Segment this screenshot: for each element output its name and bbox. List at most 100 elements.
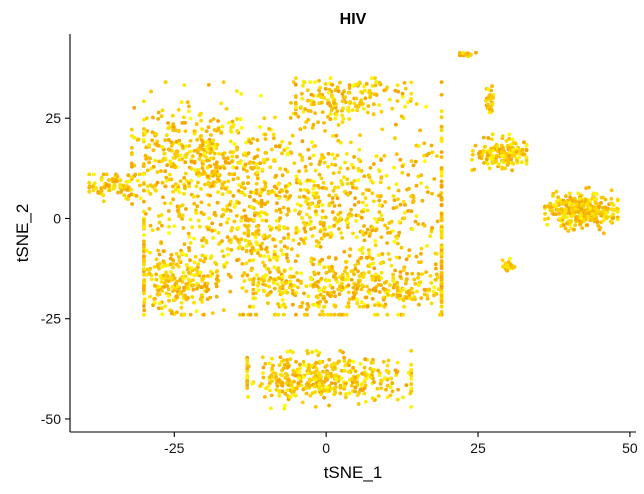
data-point [255, 176, 260, 181]
data-point [171, 261, 175, 266]
data-point [107, 178, 111, 182]
data-point [142, 182, 146, 186]
data-point [377, 198, 382, 203]
data-point [316, 195, 321, 200]
data-point [237, 201, 241, 205]
data-point [206, 227, 211, 232]
data-point [439, 271, 444, 276]
data-point [242, 151, 247, 156]
data-point [379, 213, 384, 218]
data-point [351, 365, 355, 370]
data-point [167, 209, 171, 213]
data-point [306, 147, 311, 152]
data-point [260, 167, 265, 172]
data-point [145, 168, 150, 173]
data-point [377, 210, 382, 215]
data-point [202, 312, 206, 317]
x-tick-label: 0 [322, 440, 330, 456]
data-point [439, 217, 444, 221]
data-point [393, 136, 397, 141]
data-point [434, 277, 438, 282]
data-point [332, 312, 337, 317]
data-point [303, 164, 308, 169]
data-point [271, 237, 275, 242]
data-point [439, 139, 444, 144]
data-point [273, 312, 278, 317]
data-point [142, 258, 146, 262]
data-point [181, 276, 186, 280]
data-point [360, 300, 364, 305]
data-point [273, 244, 278, 249]
data-point [220, 192, 225, 197]
data-point [395, 236, 399, 241]
data-point [147, 143, 152, 148]
data-point [323, 82, 328, 86]
data-point [564, 203, 569, 208]
data-point [327, 269, 332, 273]
data-point [317, 162, 322, 167]
data-point [251, 291, 256, 296]
data-point [371, 112, 376, 117]
data-point [195, 137, 200, 142]
data-point [411, 199, 416, 204]
data-point [154, 277, 159, 282]
data-point [251, 160, 256, 165]
data-point [280, 139, 284, 144]
data-point [399, 114, 404, 119]
data-point [235, 117, 240, 121]
data-point [361, 200, 365, 205]
data-point [152, 187, 157, 191]
data-point [413, 297, 417, 302]
data-point [129, 152, 134, 157]
data-point [189, 159, 194, 164]
data-point [312, 257, 316, 262]
data-point [363, 96, 368, 101]
data-point [173, 152, 178, 157]
data-point [426, 151, 431, 156]
data-point [322, 160, 327, 165]
data-point [489, 88, 494, 93]
data-point [127, 194, 131, 198]
data-point [224, 261, 229, 265]
data-point [564, 194, 568, 199]
data-point [391, 292, 396, 297]
data-point [216, 172, 221, 177]
data-point [347, 83, 352, 87]
data-point [470, 152, 475, 157]
data-point [106, 184, 111, 188]
data-point [318, 359, 323, 364]
data-point [231, 150, 236, 155]
data-point [504, 158, 509, 163]
data-point [396, 312, 401, 317]
data-point [303, 229, 308, 234]
data-point [198, 134, 203, 139]
data-point [329, 371, 333, 376]
data-point [240, 215, 244, 220]
data-point [197, 174, 201, 178]
data-point [291, 238, 296, 243]
data-point [311, 153, 316, 158]
data-point [324, 371, 329, 375]
data-point [398, 157, 403, 162]
data-point [300, 301, 305, 305]
data-point [355, 104, 359, 108]
data-point [331, 189, 336, 193]
data-point [317, 288, 322, 293]
data-point [317, 199, 322, 204]
data-point [337, 227, 341, 231]
data-point [369, 76, 374, 80]
data-point [328, 283, 333, 288]
data-point [320, 186, 325, 190]
data-point [180, 157, 185, 162]
data-point [203, 256, 208, 261]
data-point [366, 289, 371, 294]
data-point [611, 216, 615, 221]
data-point [229, 240, 233, 245]
data-point [594, 192, 599, 196]
data-point [379, 158, 383, 163]
data-point [609, 196, 614, 201]
data-point [283, 391, 288, 396]
data-point [163, 281, 167, 285]
data-point [484, 157, 489, 162]
data-point [283, 194, 288, 199]
